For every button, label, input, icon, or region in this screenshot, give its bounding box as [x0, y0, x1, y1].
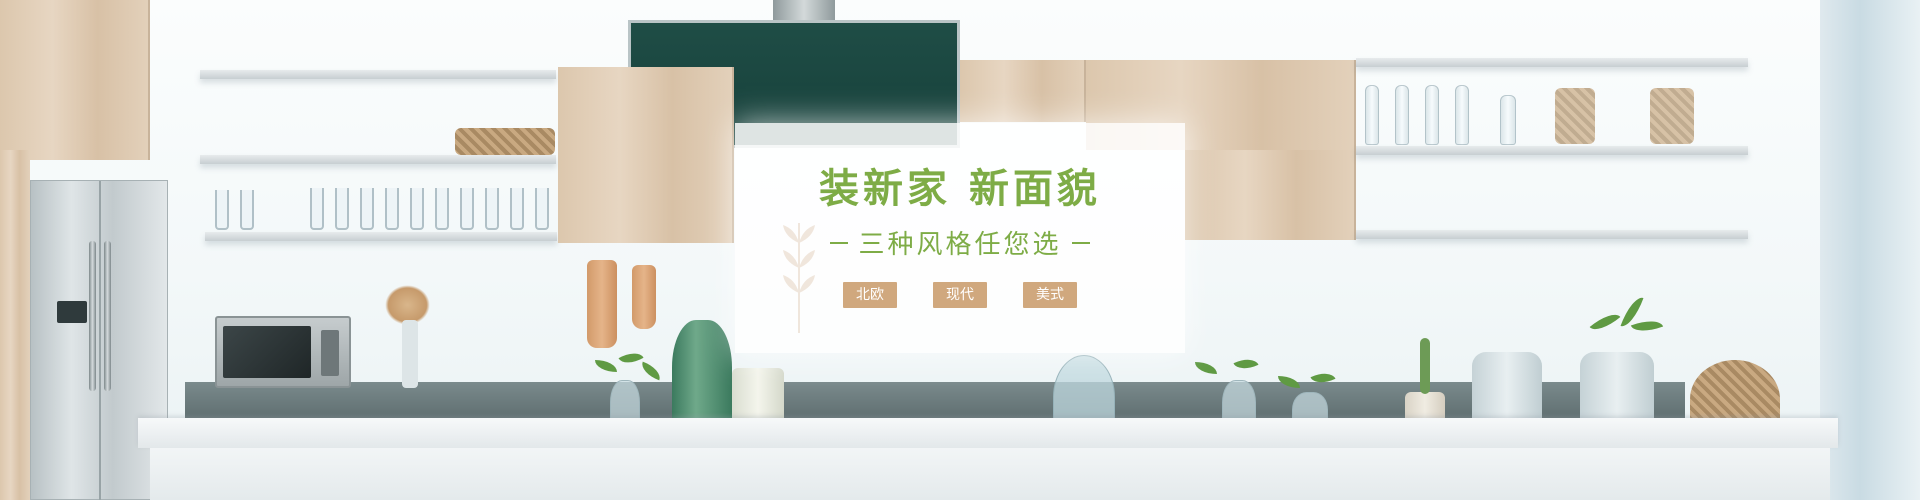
- refrigerator-icon: [30, 180, 168, 500]
- tall-cabinet-left: [0, 150, 30, 500]
- glass-bottle: [1500, 95, 1516, 145]
- dried-flowers: [385, 285, 430, 325]
- promo-subtitle: 三种风格任您选: [858, 230, 1062, 260]
- shelf-right-3: [1356, 230, 1748, 239]
- cutting-board-icon: [632, 265, 656, 329]
- upper-cabinet: [558, 67, 734, 157]
- glass: [215, 190, 229, 230]
- glass: [335, 188, 349, 230]
- shelf-left-2: [200, 155, 556, 164]
- style-tag-american[interactable]: 美式: [1023, 282, 1077, 308]
- woven-jar: [1555, 88, 1595, 144]
- glass-bottle: [1455, 85, 1469, 145]
- storage-baskets: [455, 128, 555, 155]
- glass: [310, 188, 324, 230]
- shelf-left-3: [205, 232, 557, 241]
- countertop: [138, 418, 1838, 448]
- shelf-left-1: [200, 70, 556, 79]
- glass: [240, 190, 254, 230]
- shelf-right-2: [1356, 146, 1748, 155]
- style-tag-list: 北欧 现代 美式: [735, 282, 1185, 308]
- upper-cabinet-left: [0, 0, 150, 160]
- upper-cabinet: [960, 60, 1086, 122]
- microwave-icon: [215, 316, 351, 388]
- promo-subtitle-row: 三种风格任您选: [735, 224, 1185, 261]
- glass: [410, 188, 424, 230]
- dash-decoration-right: [1071, 241, 1090, 244]
- shelf-right-1: [1356, 58, 1748, 67]
- dash-decoration-left: [830, 241, 849, 244]
- upper-cabinet: [1185, 150, 1356, 240]
- glass: [385, 188, 399, 230]
- style-tag-nordic[interactable]: 北欧: [843, 282, 897, 308]
- woven-jar: [1650, 88, 1694, 144]
- upper-cabinet: [558, 157, 734, 243]
- glass-bottle: [1365, 85, 1379, 145]
- glass: [435, 188, 449, 230]
- cutting-board-icon: [587, 260, 617, 348]
- counter-front: [150, 448, 1830, 500]
- back-counter: [185, 382, 1685, 422]
- glass-bottle: [1425, 85, 1439, 145]
- glass: [535, 188, 549, 230]
- style-tag-modern[interactable]: 现代: [933, 282, 987, 308]
- promo-card: 装新家 新面貌 三种风格任您选 北欧 现代 美式: [735, 123, 1185, 353]
- wheat-decoration-icon: [783, 223, 815, 333]
- glass-bottle: [1395, 85, 1409, 145]
- glass: [485, 188, 499, 230]
- window: [1820, 0, 1920, 500]
- glass: [460, 188, 474, 230]
- promo-title: 装新家 新面貌: [819, 166, 1101, 212]
- glass: [510, 188, 524, 230]
- glass: [360, 188, 374, 230]
